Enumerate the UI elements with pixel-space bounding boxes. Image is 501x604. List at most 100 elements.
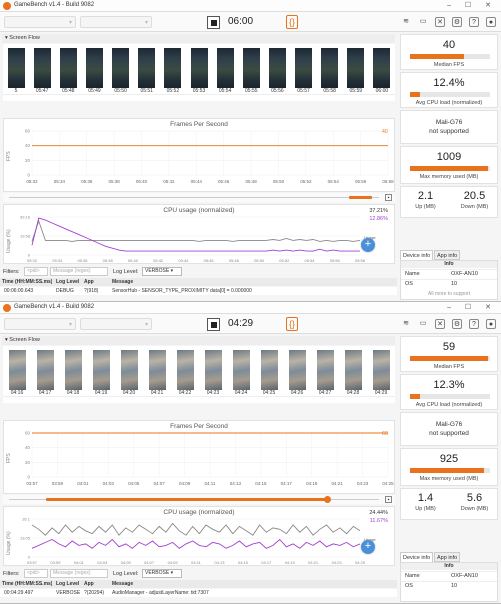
frame-time-label: 04:24 — [234, 390, 248, 396]
log-row[interactable]: 00:04:29.497 VERBOSE ?(20294) AudioManag… — [0, 589, 397, 597]
screen-frame-thumbnail[interactable] — [176, 350, 194, 390]
screen-frame-thumbnail[interactable] — [232, 350, 250, 390]
screen-frame-thumbnail[interactable] — [268, 48, 286, 88]
frame-time-label: 05:52 — [166, 88, 180, 94]
screen-frame-thumbnail[interactable] — [120, 350, 138, 390]
device-dropdown[interactable]: ▾ — [4, 318, 76, 330]
screen-flow-scrollbar[interactable] — [3, 94, 395, 101]
help-icon[interactable]: ? — [469, 17, 479, 27]
battery-icon[interactable]: ▭ — [419, 320, 427, 327]
max-memory-label: Max memory used (MB) — [419, 174, 479, 180]
screen-frame-thumbnail[interactable] — [372, 350, 390, 390]
timeline-slider[interactable]: ▪ — [3, 495, 395, 504]
lock-icon[interactable]: ▪ — [385, 194, 392, 201]
tab-app-info[interactable]: App info — [434, 552, 461, 562]
app-dropdown[interactable]: ▾ — [80, 16, 152, 28]
screen-frame-thumbnail[interactable] — [36, 350, 54, 390]
log-level-select[interactable]: VERBOSE ▾ — [142, 569, 182, 578]
screen-frame-thumbnail[interactable] — [260, 350, 278, 390]
pid-filter-input[interactable]: <pid> — [24, 267, 48, 276]
timeline-range-fill[interactable] — [349, 196, 372, 199]
screen-frame-thumbnail[interactable] — [138, 48, 156, 88]
avg-cpu-label: Avg CPU load (normalized) — [415, 402, 483, 408]
screen-frame-thumbnail[interactable] — [92, 350, 110, 390]
screen-frame-thumbnail[interactable] — [242, 48, 260, 88]
screen-frame-thumbnail[interactable] — [112, 48, 130, 88]
screen-frame-thumbnail[interactable] — [204, 350, 222, 390]
frame-time-label: 05:51 — [140, 88, 153, 94]
log-row[interactable]: 00:06:00.643 DEBUG ?(918) SensorHub - SE… — [0, 287, 397, 295]
message-filter-input[interactable]: Message (regex) — [50, 267, 108, 276]
screen-flow-header[interactable]: ▾ Screen Flow — [2, 34, 395, 43]
cpu-app-line — [31, 538, 361, 549]
cpu-app-value: 11.67% — [369, 518, 388, 524]
settings-gear-icon[interactable]: ⚙ — [452, 17, 462, 27]
tab-app-info[interactable]: App info — [434, 250, 461, 260]
timeline-slider[interactable]: ▪ — [3, 193, 395, 202]
screen-frame-thumbnail[interactable] — [148, 350, 166, 390]
battery-icon[interactable]: ▭ — [419, 18, 427, 25]
tab-device-info[interactable]: Device info — [400, 552, 434, 562]
wifi-icon[interactable]: ≋ — [403, 18, 409, 25]
lock-icon[interactable]: ▪ — [385, 496, 392, 503]
screen-frame-thumbnail[interactable] — [288, 350, 306, 390]
cpu-x-tick: 05:48 — [229, 258, 240, 263]
close-session-icon[interactable]: ✕ — [435, 319, 445, 329]
wifi-icon[interactable]: ≋ — [403, 320, 409, 327]
screen-frame-thumbnail[interactable] — [33, 48, 51, 88]
gamebench-window: GameBench v1.4 - Build 9082 – ☐ ✕ ▾ ▾ 06… — [0, 0, 501, 302]
screen-frame-thumbnail[interactable] — [344, 350, 362, 390]
gpu-card: Mali-G76 not supported — [400, 412, 498, 446]
app-dropdown[interactable]: ▾ — [80, 318, 152, 330]
max-memory-bar-fill — [410, 468, 484, 473]
screen-frame-thumbnail[interactable] — [216, 48, 234, 88]
add-marker-button[interactable]: {} — [286, 317, 298, 331]
cpu-x-tick: 05:34 — [52, 258, 63, 263]
stop-recording-button[interactable] — [207, 318, 220, 331]
add-chart-button[interactable]: + — [361, 238, 375, 252]
user-icon[interactable]: ● — [486, 17, 496, 27]
screen-flow-scrollbar[interactable] — [3, 396, 395, 403]
close-session-icon[interactable]: ✕ — [435, 17, 445, 27]
screen-frame-thumbnail[interactable] — [347, 48, 365, 88]
screen-frame-thumbnail[interactable] — [190, 48, 208, 88]
timeline-range-fill[interactable] — [46, 498, 328, 501]
log-level-select[interactable]: VERBOSE ▾ — [142, 267, 182, 276]
device-dropdown[interactable]: ▾ — [4, 16, 76, 28]
timeline-knob[interactable] — [323, 496, 331, 503]
window-controls[interactable]: – ☐ ✕ — [447, 2, 497, 9]
avg-cpu-value: 12.4% — [433, 77, 465, 89]
screen-flow-strip[interactable]: 04:16 04:17 04:18 04:19 04:20 04:21 04:22 04:23… — [3, 346, 395, 396]
toolbar: ▾ ▾ 04:29 {} ≋ ▭ ✕ ⚙ ? ● — [0, 314, 501, 334]
screen-frame-thumbnail[interactable] — [316, 350, 334, 390]
screen-frame-thumbnail[interactable] — [59, 48, 77, 88]
pid-filter-input[interactable]: <pid> — [24, 569, 48, 578]
add-chart-button[interactable]: + — [361, 540, 375, 554]
avg-cpu-bar — [410, 394, 490, 399]
screen-frame-thumbnail[interactable] — [321, 48, 339, 88]
window-controls[interactable]: – ☐ ✕ — [447, 304, 497, 311]
settings-gear-icon[interactable]: ⚙ — [452, 319, 462, 329]
info-tabs: Device info App info — [400, 250, 498, 260]
stop-recording-button[interactable] — [207, 16, 220, 29]
cpu-x-tick: 05:36 — [77, 258, 88, 263]
upload-value: 2.1 — [417, 190, 434, 202]
log-time: 00:04:29.497 — [4, 590, 34, 596]
screen-frame-thumbnail[interactable] — [8, 350, 26, 390]
cpu-x-tick: 04:15 — [238, 560, 249, 565]
user-icon[interactable]: ● — [486, 319, 496, 329]
screen-frame-thumbnail[interactable] — [85, 48, 103, 88]
screen-frame-thumbnail[interactable] — [7, 48, 25, 88]
screen-frame-thumbnail[interactable] — [295, 48, 313, 88]
screen-frame-thumbnail[interactable] — [164, 48, 182, 88]
screen-frame-thumbnail[interactable] — [64, 350, 82, 390]
add-marker-button[interactable]: {} — [286, 15, 298, 29]
help-icon[interactable]: ? — [469, 319, 479, 329]
frame-time-label: 04:23 — [206, 390, 220, 396]
message-filter-input[interactable]: Message (regex) — [50, 569, 108, 578]
cpu-chart-title: CPU usage (normalized) — [163, 509, 235, 516]
screen-flow-strip[interactable]: 5 05:47 05:48 05:49 05:50 05:51 05:52 05:53 05:5… — [3, 44, 395, 94]
screen-frame-thumbnail[interactable] — [373, 48, 391, 88]
screen-flow-header[interactable]: ▾ Screen Flow — [2, 336, 395, 345]
tab-device-info[interactable]: Device info — [400, 250, 434, 260]
